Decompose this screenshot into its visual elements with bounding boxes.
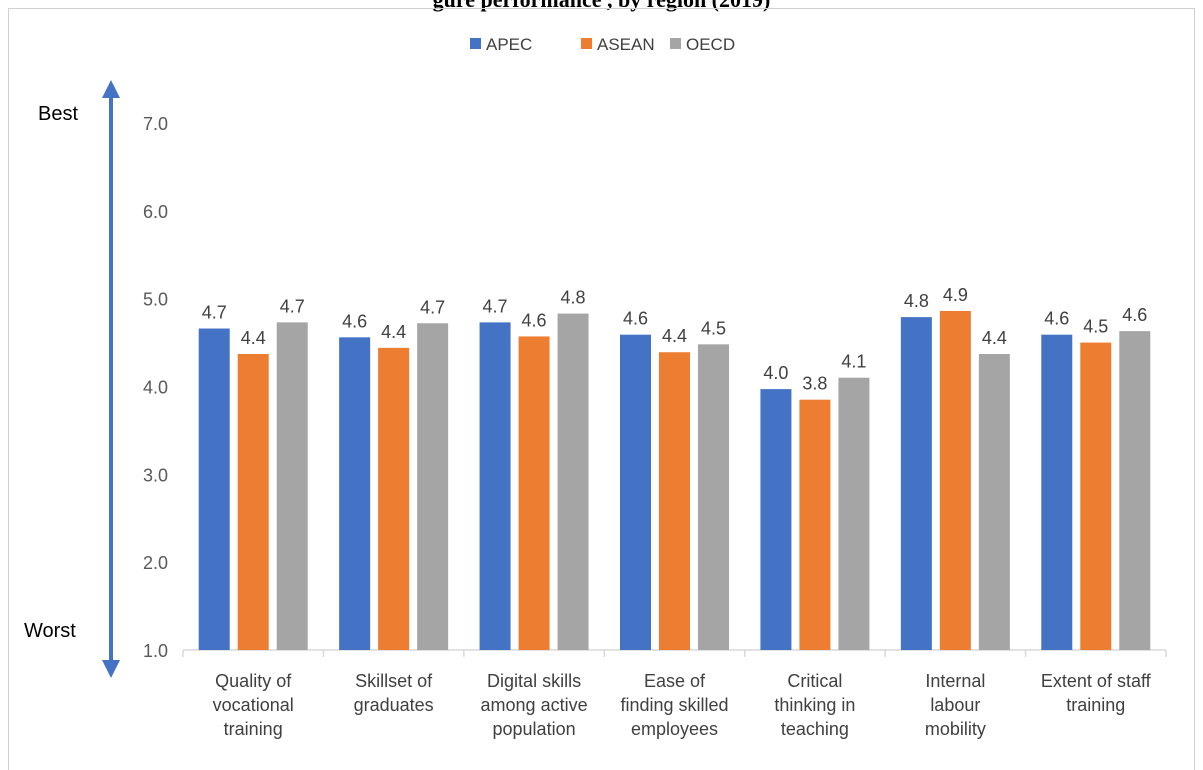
legend-swatch-oecd — [670, 38, 681, 49]
legend-label-oecd: OECD — [686, 35, 735, 54]
bar-asean — [378, 347, 410, 650]
data-label: 4.6 — [1122, 305, 1147, 325]
bar-oecd — [417, 323, 449, 650]
x-category-label-line: teaching — [780, 719, 849, 739]
x-category-label-line: Quality of — [215, 671, 292, 691]
x-category-label-line: training — [1066, 695, 1126, 715]
bar-apec — [620, 334, 651, 650]
bar-oecd — [557, 313, 589, 650]
data-label: 4.7 — [483, 296, 508, 316]
x-category-label-line: Critical — [787, 671, 843, 691]
y-tick-label: 7.0 — [143, 114, 168, 134]
y-tick-label: 4.0 — [143, 378, 168, 398]
x-category-label: Internal labour mobility — [885, 669, 1025, 741]
x-category-label-line: vocational — [212, 695, 294, 715]
legend-label-apec: APEC — [486, 35, 532, 54]
data-label: 4.0 — [763, 363, 788, 383]
data-label: 4.4 — [662, 326, 687, 346]
legend-label-asean: ASEAN — [597, 35, 655, 54]
bar-apec — [760, 389, 792, 650]
data-label: 4.5 — [1083, 317, 1108, 337]
data-label: 4.6 — [1044, 309, 1069, 329]
data-label: 4.7 — [280, 296, 305, 316]
legend-swatch-asean — [581, 38, 592, 49]
bar-apec — [198, 328, 230, 650]
x-category-label-line: population — [492, 719, 576, 739]
bar-oecd — [1119, 331, 1151, 650]
worst-label: Worst — [24, 620, 76, 642]
x-category-label-line: training — [223, 719, 283, 739]
bar-apec — [339, 337, 371, 650]
x-category-label: Extent of staff training — [1026, 669, 1166, 717]
y-tick-label: 5.0 — [143, 290, 168, 310]
data-label: 4.6 — [623, 309, 648, 329]
x-category-label-line: Skillset of — [355, 671, 433, 691]
bar-oecd — [698, 344, 729, 650]
data-label: 4.1 — [841, 352, 866, 372]
bar-oecd — [276, 322, 308, 650]
y-tick-label: 3.0 — [143, 465, 168, 485]
bar-oecd — [838, 377, 870, 650]
y-tick-label: 2.0 — [143, 553, 168, 573]
x-category-label: Skillset of graduates — [324, 669, 464, 717]
x-category-label-line: labour — [930, 695, 981, 715]
data-label: 4.4 — [982, 328, 1007, 348]
bar-oecd — [978, 354, 1010, 650]
bar-asean — [939, 310, 971, 650]
chart-title: gure performance , by region (2019) — [0, 0, 1203, 13]
arrow-head-up — [102, 80, 120, 98]
chart-frame — [8, 8, 1195, 770]
x-category-label: Critical thinking in teaching — [745, 669, 885, 741]
data-label: 4.5 — [701, 318, 726, 338]
x-category-label-line: graduates — [353, 695, 434, 715]
x-category-label: Quality of vocational training — [183, 669, 323, 741]
x-category-label: Ease of finding skilled employees — [605, 669, 745, 741]
bar-asean — [659, 352, 690, 650]
bar-apec — [479, 322, 511, 650]
data-label: 4.6 — [522, 310, 547, 330]
x-category-label-line: Ease of — [643, 671, 706, 691]
bar-asean — [518, 336, 550, 650]
data-label: 4.7 — [202, 303, 227, 323]
x-category-label-line: mobility — [924, 719, 986, 739]
bar-asean — [237, 354, 269, 650]
x-category-label-line: employees — [630, 719, 719, 739]
x-category-label-line: Internal — [925, 671, 986, 691]
data-label: 4.8 — [904, 291, 929, 311]
x-category-label-line: among active — [480, 695, 588, 715]
x-category-label-line: finding skilled — [620, 695, 729, 715]
data-label: 4.9 — [943, 285, 968, 305]
data-label: 4.8 — [561, 288, 586, 308]
data-label: 4.4 — [241, 328, 266, 348]
bar-apec — [1041, 334, 1073, 650]
bar-asean — [799, 399, 831, 650]
bar-asean — [1080, 342, 1112, 650]
x-category-label-line: Extent of staff — [1040, 671, 1151, 691]
x-category-label-line: thinking in — [774, 695, 856, 715]
data-label: 3.8 — [802, 374, 827, 394]
y-tick-label: 1.0 — [143, 641, 168, 661]
data-label: 4.7 — [420, 297, 445, 317]
legend-swatch-apec — [470, 38, 481, 49]
bar-apec — [900, 317, 932, 650]
best-label: Best — [38, 103, 78, 125]
y-tick-label: 6.0 — [143, 202, 168, 222]
arrow-head-down — [102, 660, 120, 678]
x-category-label: Digital skills among active population — [464, 669, 604, 741]
x-category-label-line: Digital skills — [487, 671, 582, 691]
data-label: 4.6 — [342, 311, 367, 331]
data-label: 4.4 — [381, 322, 406, 342]
